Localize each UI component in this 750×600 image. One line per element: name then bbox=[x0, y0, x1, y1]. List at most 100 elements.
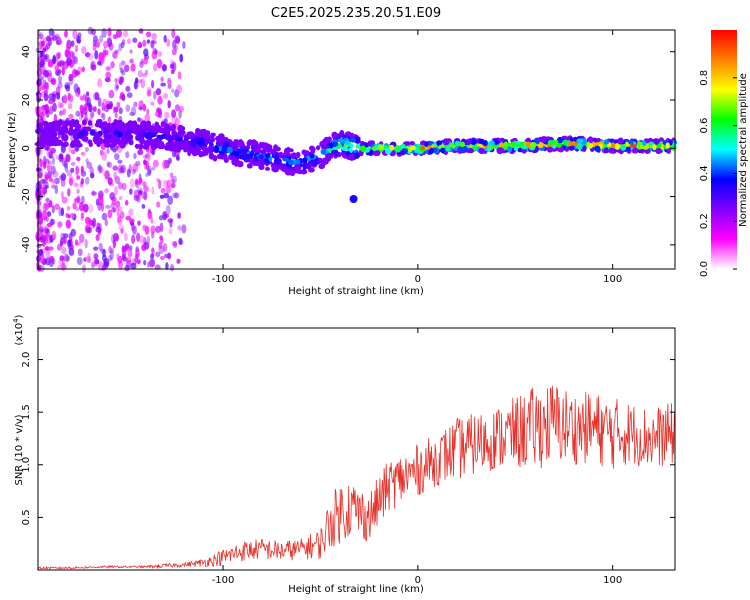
spectrogram-cell bbox=[133, 189, 140, 199]
spectrogram-cells bbox=[34, 26, 678, 273]
spectrogram-cell bbox=[150, 225, 156, 234]
spectrogram-cell bbox=[157, 95, 163, 105]
spectrogram-cell bbox=[62, 141, 69, 148]
spectrogram-cell bbox=[286, 152, 291, 157]
spectrogram-cell bbox=[156, 201, 161, 208]
spectrogram-cell bbox=[107, 136, 114, 144]
spectrogram-cell bbox=[354, 137, 361, 144]
spectrogram-cell bbox=[68, 73, 74, 82]
spectrogram-cell bbox=[208, 145, 215, 151]
spectrogram-cell bbox=[150, 253, 155, 260]
spectrogram-cell bbox=[141, 204, 146, 209]
spectrogram-cell bbox=[116, 211, 120, 217]
spectrogram-cell bbox=[143, 159, 147, 165]
spectrogram-cell bbox=[101, 212, 108, 221]
spectrogram-cell bbox=[282, 157, 290, 162]
spectrogram-cell bbox=[175, 155, 181, 161]
spectrogram-cell bbox=[40, 68, 44, 75]
colorbar: 0.0 0.2 0.4 0.6 0.8 Normalized spectral ampl… bbox=[699, 30, 749, 277]
spectrogram-cell bbox=[429, 148, 434, 154]
spectrogram-cell bbox=[178, 237, 183, 245]
spectrogram-cell bbox=[104, 188, 109, 194]
spectrogram-cell bbox=[80, 212, 85, 219]
spectrogram-cell bbox=[569, 137, 575, 142]
spectrogram-cell bbox=[170, 134, 176, 141]
spectrogram-cell bbox=[69, 126, 74, 134]
spectrogram-cell bbox=[239, 149, 247, 155]
spectrogram-cell bbox=[603, 147, 609, 154]
spectrogram-cell bbox=[320, 148, 327, 155]
spectrogram-cell bbox=[44, 246, 50, 251]
spectrogram-cell bbox=[226, 146, 233, 154]
spectrogram-cell bbox=[68, 175, 75, 184]
spectrogram-cell bbox=[521, 148, 526, 154]
spectrogram-cell bbox=[107, 116, 112, 124]
spectrogram-cell bbox=[147, 208, 151, 214]
spectrogram-cell bbox=[138, 41, 143, 48]
spectrogram-cell bbox=[153, 90, 157, 100]
spectrogram-cell bbox=[372, 150, 380, 156]
spectrogram-cell bbox=[75, 241, 81, 246]
spectrogram-cell bbox=[169, 264, 175, 272]
spectrogram-cell bbox=[42, 202, 48, 212]
spectrogram-cell bbox=[119, 143, 126, 149]
spectrogram-cell bbox=[117, 215, 122, 224]
spectrogram-cell bbox=[176, 84, 183, 94]
spectrogram-cell bbox=[110, 196, 117, 202]
spectrogram-cell bbox=[117, 159, 123, 164]
spectrogram-cell bbox=[534, 145, 539, 153]
spectrogram-cell bbox=[596, 137, 601, 143]
spectrogram-cell bbox=[138, 100, 144, 111]
spectrogram-cell bbox=[143, 190, 148, 201]
spectrogram-cell bbox=[48, 154, 53, 159]
spectrogram-cell bbox=[133, 152, 137, 160]
colorbar-tick-label: 0.8 bbox=[699, 70, 710, 86]
spectrogram-cell bbox=[127, 120, 133, 126]
spectrogram-cell bbox=[47, 202, 51, 208]
spectrogram-cell bbox=[135, 160, 141, 167]
spectrogram-cell bbox=[79, 95, 84, 101]
spectrogram-cell bbox=[258, 165, 263, 170]
spectrogram-cell bbox=[146, 124, 153, 132]
spectrogram-cell bbox=[76, 36, 82, 44]
spectrogram-cell bbox=[45, 216, 49, 222]
spectrogram-cell bbox=[445, 145, 451, 152]
spectrogram-cell bbox=[118, 206, 123, 213]
spectrogram-cell bbox=[229, 142, 237, 148]
spectrogram-cell bbox=[63, 233, 69, 239]
spectrogram-cell bbox=[147, 151, 151, 162]
spectrogram-cell bbox=[123, 30, 129, 38]
y-tick-label: 1.0 bbox=[21, 457, 32, 473]
spectrogram-cell bbox=[82, 203, 89, 213]
spectrogram-annotation-blob bbox=[349, 194, 358, 203]
spectrogram-cell bbox=[117, 140, 123, 145]
spectrogram-cell bbox=[42, 79, 47, 86]
spectrogram-cell bbox=[190, 141, 197, 148]
spectrogram-cell bbox=[155, 225, 161, 233]
spectrogram-cell bbox=[80, 195, 85, 204]
spectrogram-cell bbox=[547, 140, 554, 146]
spectrogram-cell bbox=[159, 194, 165, 199]
spectrogram-cell bbox=[175, 37, 180, 45]
spectrogram-cell bbox=[88, 52, 94, 61]
spectrogram-cell bbox=[51, 30, 56, 37]
spectrogram-cell bbox=[134, 178, 139, 185]
spectrogram-cell bbox=[151, 247, 155, 253]
spectrogram-cell bbox=[138, 106, 143, 111]
spectrogram-cell bbox=[73, 56, 79, 65]
x-tick-label: 100 bbox=[603, 274, 622, 285]
spectrogram-cell bbox=[365, 147, 371, 152]
spectrogram-cell bbox=[112, 165, 118, 171]
spectrogram-cell bbox=[56, 39, 60, 45]
spectrogram-cell bbox=[64, 49, 70, 58]
snr-y-label: SNR (10 * v/v) bbox=[14, 414, 25, 485]
spectrogram-cell bbox=[529, 142, 537, 149]
spectrogram-cell bbox=[147, 168, 152, 177]
spectrogram-cell bbox=[188, 131, 195, 139]
spectrogram-cell bbox=[345, 150, 351, 156]
spectrogram-cell bbox=[143, 48, 149, 57]
spectrogram-cell bbox=[231, 158, 236, 165]
spectrogram-cell bbox=[112, 232, 119, 242]
chart-title: C2E5.2025.235.20.51.E09 bbox=[271, 6, 441, 21]
spectrogram-cell bbox=[97, 52, 104, 63]
